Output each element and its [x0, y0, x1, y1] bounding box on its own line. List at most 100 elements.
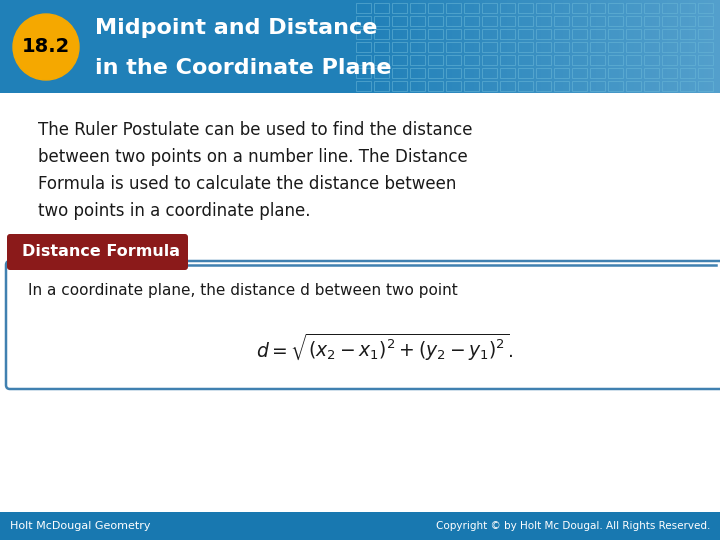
- Bar: [486, 0, 487, 93]
- Bar: [385, 0, 386, 93]
- Bar: [630, 0, 631, 93]
- Bar: [476, 0, 477, 93]
- Bar: [420, 0, 421, 93]
- Bar: [544, 0, 545, 93]
- Bar: [440, 0, 441, 93]
- Bar: [676, 0, 677, 93]
- Bar: [431, 0, 432, 93]
- Bar: [378, 0, 379, 93]
- Bar: [450, 0, 451, 93]
- Bar: [668, 0, 669, 93]
- Bar: [584, 0, 585, 93]
- Bar: [516, 0, 517, 93]
- Bar: [666, 0, 667, 93]
- Bar: [483, 0, 484, 93]
- Bar: [455, 0, 456, 93]
- Bar: [384, 0, 385, 93]
- Bar: [611, 0, 612, 93]
- Bar: [390, 0, 391, 93]
- Bar: [373, 0, 374, 93]
- Bar: [636, 0, 637, 93]
- Bar: [554, 0, 555, 93]
- Bar: [518, 0, 519, 93]
- Bar: [574, 0, 575, 93]
- Bar: [555, 0, 556, 93]
- Bar: [495, 0, 496, 93]
- Bar: [442, 0, 443, 93]
- Bar: [577, 0, 578, 93]
- Bar: [704, 0, 705, 93]
- Bar: [510, 0, 511, 93]
- Bar: [397, 0, 398, 93]
- Bar: [526, 0, 527, 93]
- Bar: [472, 0, 473, 93]
- Bar: [631, 0, 632, 93]
- Bar: [627, 0, 628, 93]
- Bar: [449, 0, 450, 93]
- Bar: [564, 0, 565, 93]
- Bar: [637, 0, 638, 93]
- Bar: [622, 0, 623, 93]
- Bar: [414, 0, 415, 93]
- Bar: [477, 0, 478, 93]
- Bar: [492, 0, 493, 93]
- Bar: [500, 0, 501, 93]
- Bar: [547, 0, 548, 93]
- Bar: [663, 0, 664, 93]
- Bar: [608, 0, 609, 93]
- Bar: [515, 0, 516, 93]
- Bar: [702, 0, 703, 93]
- Bar: [393, 0, 394, 93]
- Bar: [689, 0, 690, 93]
- Bar: [391, 0, 392, 93]
- Bar: [443, 0, 444, 93]
- Bar: [466, 0, 467, 93]
- Bar: [403, 0, 404, 93]
- Bar: [617, 0, 618, 93]
- Bar: [542, 0, 543, 93]
- Bar: [591, 0, 592, 93]
- Bar: [671, 0, 672, 93]
- Bar: [456, 0, 457, 93]
- Bar: [463, 0, 464, 93]
- Bar: [626, 0, 627, 93]
- Bar: [614, 0, 615, 93]
- Bar: [713, 0, 714, 93]
- Text: In a coordinate plane, the distance d between two point: In a coordinate plane, the distance d be…: [28, 283, 458, 298]
- Bar: [560, 0, 561, 93]
- Bar: [648, 0, 649, 93]
- Bar: [427, 0, 428, 93]
- Bar: [503, 0, 504, 93]
- Bar: [642, 0, 643, 93]
- Bar: [419, 0, 420, 93]
- Bar: [471, 0, 472, 93]
- Bar: [705, 0, 706, 93]
- Bar: [451, 0, 452, 93]
- Bar: [412, 0, 413, 93]
- Bar: [701, 0, 702, 93]
- Bar: [534, 0, 535, 93]
- Bar: [548, 0, 549, 93]
- Bar: [411, 0, 412, 93]
- Bar: [690, 0, 691, 93]
- Bar: [441, 0, 442, 93]
- Bar: [633, 0, 634, 93]
- Bar: [482, 0, 483, 93]
- Bar: [590, 0, 591, 93]
- Bar: [565, 0, 566, 93]
- Bar: [587, 0, 588, 93]
- Bar: [406, 0, 407, 93]
- Bar: [376, 0, 377, 93]
- Bar: [662, 0, 663, 93]
- Bar: [603, 0, 604, 93]
- Bar: [538, 0, 539, 93]
- Bar: [685, 0, 686, 93]
- Bar: [552, 0, 553, 93]
- Bar: [487, 0, 488, 93]
- Bar: [698, 0, 699, 93]
- Bar: [559, 0, 560, 93]
- Bar: [568, 0, 569, 93]
- Bar: [394, 0, 395, 93]
- Bar: [367, 0, 368, 93]
- Bar: [620, 0, 621, 93]
